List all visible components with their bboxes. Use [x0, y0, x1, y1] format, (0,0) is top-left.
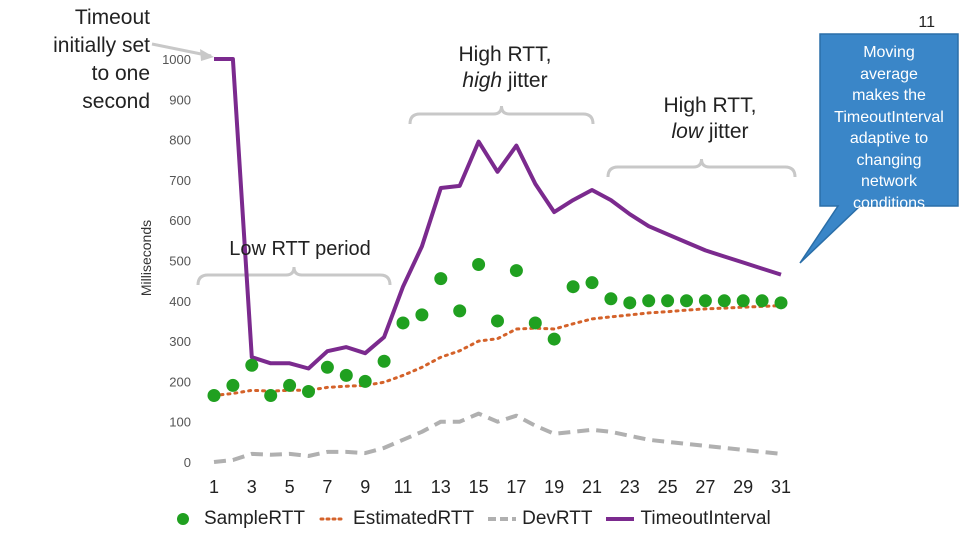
samplertt-point	[623, 296, 637, 310]
x-tick-label: 23	[620, 477, 640, 497]
x-tick-label: 19	[544, 477, 564, 497]
samplertt-point	[585, 276, 599, 290]
samplertt-point	[358, 374, 372, 388]
y-tick-label: 1000	[162, 52, 191, 67]
samplertt-point	[453, 304, 467, 318]
low-jitter-line1: High RTT,	[663, 94, 757, 117]
x-tick-label: 25	[658, 477, 678, 497]
devrtt-line	[213, 411, 782, 464]
samplertt-point	[717, 294, 731, 308]
x-tick-label: 5	[285, 477, 295, 497]
brace	[606, 158, 797, 178]
high-jitter-line1: High RTT,	[458, 43, 552, 66]
x-tick-label: 15	[469, 477, 489, 497]
samplertt-point	[755, 294, 769, 308]
low-rtt-label: Low RTT period	[229, 238, 371, 260]
callout-box	[799, 33, 959, 264]
legend-label: DevRTT	[522, 508, 593, 529]
x-tick-label: 17	[506, 477, 526, 497]
samplertt-point	[434, 272, 448, 286]
callout-bubble	[799, 33, 959, 264]
legend-label: SampleRTT	[204, 508, 306, 529]
high-jitter-label: High RTT, high jitter	[420, 42, 590, 94]
x-tick-label: 3	[247, 477, 257, 497]
samplertt-point	[264, 389, 278, 403]
callout-text: Moving average makes the TimeoutInterval…	[834, 44, 944, 212]
legend: SampleRTT EstimatedRTT DevRTT TimeoutInterv…	[170, 505, 785, 533]
legend-item-devrtt: DevRTT	[488, 508, 592, 530]
samplertt-point	[566, 280, 580, 294]
y-tick-label: 100	[169, 415, 191, 430]
samplertt-point	[226, 378, 240, 392]
axes: 0 100 200 300 400 500 600 700 800 900 1000 Millisec…	[138, 52, 791, 497]
samplertt-point	[528, 316, 542, 330]
y-tick-label: 400	[169, 294, 191, 309]
y-tick-label: 700	[169, 173, 191, 188]
samplertt-point	[245, 358, 259, 372]
legend-swatch	[488, 517, 517, 521]
legend-item-timeoutinterval: TimeoutInterval	[606, 508, 771, 530]
x-tick-label: 13	[431, 477, 451, 497]
low-jitter-emph: low	[671, 120, 703, 143]
y-tick-label: 0	[184, 455, 191, 470]
y-tick-label: 900	[169, 92, 191, 107]
x-tick-label: 27	[695, 477, 715, 497]
x-tick-label: 7	[322, 477, 332, 497]
samplertt-point	[415, 308, 429, 322]
y-tick-label: 500	[169, 254, 191, 269]
brace	[408, 105, 595, 125]
samplertt-point	[491, 314, 504, 328]
samplertt-point	[698, 294, 712, 308]
samplertt-point	[604, 292, 618, 306]
legend-label: TimeoutInterval	[640, 508, 771, 529]
y-tick-label: 800	[169, 133, 191, 148]
y-tick-label: 600	[169, 213, 191, 228]
series-layer	[207, 57, 788, 464]
samplertt-point	[642, 294, 656, 308]
legend-item-samplertt: SampleRTT	[170, 508, 305, 530]
samplertt-point	[472, 258, 486, 272]
x-tick-label: 1	[209, 477, 219, 497]
samplertt-point	[661, 294, 675, 308]
samplertt-point	[736, 294, 750, 308]
timeout-arrowhead	[200, 49, 214, 61]
legend-swatch	[606, 517, 635, 521]
y-tick-label: 200	[169, 374, 191, 389]
samplertt-point	[509, 264, 523, 278]
samplertt-point	[774, 296, 788, 310]
samplertt-point	[377, 354, 391, 368]
legend-label: EstimatedRTT	[353, 508, 475, 529]
x-tick-label: 29	[733, 477, 753, 497]
slide-number: 11	[918, 14, 935, 31]
x-tick-label: 9	[360, 477, 370, 497]
samplertt-point	[207, 389, 221, 403]
y-tick-label: 300	[169, 334, 191, 349]
samplertt-point	[396, 316, 410, 330]
legend-swatch	[177, 513, 189, 525]
samplertt-point	[302, 384, 315, 398]
samplertt-point	[339, 368, 353, 382]
high-jitter-emph: high	[462, 69, 503, 92]
x-tick-label: 11	[394, 477, 413, 497]
high-jitter-rest: jitter	[502, 69, 548, 92]
timeout-annotation: Timeout initially set to one second	[53, 6, 150, 113]
samplertt-point	[320, 360, 334, 374]
annotation-braces	[151, 42, 797, 286]
y-axis-label: Milliseconds	[138, 220, 154, 296]
legend-swatch	[319, 517, 347, 521]
timeoutinterval-line	[214, 57, 782, 371]
brace	[196, 266, 392, 286]
estimatedrtt-line	[212, 304, 783, 397]
low-jitter-rest: jitter	[703, 120, 749, 143]
legend-item-estimatedrtt: EstimatedRTT	[319, 508, 474, 530]
x-tick-label: 21	[582, 477, 602, 497]
x-tick-label: 31	[771, 477, 791, 497]
samplertt-point	[283, 378, 297, 392]
samplertt-point	[680, 294, 693, 308]
samplertt-point	[547, 332, 561, 346]
low-jitter-label: High RTT, low jitter	[610, 93, 810, 145]
